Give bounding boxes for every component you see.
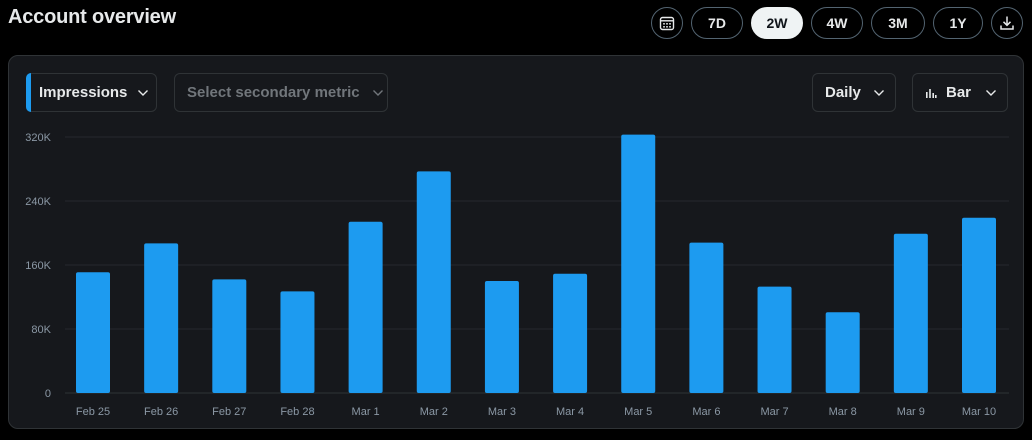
y-tick-label: 320K (25, 132, 51, 144)
bar-mar-3[interactable] (484, 281, 519, 393)
bar-feb-28[interactable] (280, 291, 315, 393)
range-7d-button[interactable]: 7D (691, 7, 743, 39)
x-tick-label: Feb 27 (212, 406, 246, 418)
chart-card: Impressions Select secondary metric Dail… (8, 55, 1024, 429)
chart-type-label: Bar (946, 84, 972, 101)
chart-type-select[interactable]: Bar (912, 73, 1008, 112)
primary-metric-label: Impressions (39, 84, 128, 101)
bar-mar-1[interactable] (348, 221, 383, 393)
x-tick-label: Mar 2 (420, 406, 448, 418)
bar-feb-25[interactable] (76, 272, 110, 393)
range-1y-button[interactable]: 1Y (933, 7, 983, 39)
bar-mar-5[interactable] (621, 134, 656, 393)
x-tick-label: Feb 28 (280, 406, 314, 418)
x-tick-label: Mar 4 (556, 406, 584, 418)
bar-mar-7[interactable] (757, 286, 792, 393)
chevron-down-icon (372, 89, 384, 97)
metric-color-indicator (26, 73, 31, 112)
bar-mar-10[interactable] (962, 217, 996, 393)
chevron-down-icon (137, 89, 149, 97)
x-tick-label: Feb 25 (76, 406, 110, 418)
x-tick-label: Mar 9 (897, 406, 925, 418)
calendar-icon (659, 15, 675, 31)
bar-mar-9[interactable] (893, 233, 928, 393)
bar-mar-2[interactable] (416, 171, 451, 393)
bar-chart-icon (925, 87, 937, 99)
x-tick-label: Mar 1 (352, 406, 380, 418)
y-tick-label: 80K (31, 324, 51, 336)
interval-label: Daily (825, 84, 861, 101)
download-button[interactable] (991, 7, 1023, 39)
y-tick-label: 160K (25, 260, 51, 272)
date-range-bar: 7D 2W 4W 3M 1Y (651, 7, 1023, 39)
chevron-down-icon (985, 89, 997, 97)
bar-mar-8[interactable] (825, 312, 860, 393)
range-2w-button[interactable]: 2W (751, 7, 803, 39)
x-tick-label: Feb 26 (144, 406, 178, 418)
bar-mar-6[interactable] (689, 242, 724, 393)
x-tick-label: Mar 6 (692, 406, 720, 418)
impressions-bar-chart: 0 80K 160K 240K 320K Feb 25 Feb 26 Feb 27 Feb 28… (25, 132, 1009, 418)
page-title: Account overview (8, 6, 176, 28)
y-tick-label: 240K (25, 196, 51, 208)
x-tick-label: Mar 5 (624, 406, 652, 418)
x-tick-label: Mar 10 (962, 406, 996, 418)
range-3m-button[interactable]: 3M (871, 7, 925, 39)
calendar-button[interactable] (651, 7, 683, 39)
bar-feb-27[interactable] (212, 279, 247, 393)
range-4w-button[interactable]: 4W (811, 7, 863, 39)
y-tick-label: 0 (45, 388, 51, 400)
chevron-down-icon (873, 89, 885, 97)
bar-feb-26[interactable] (144, 243, 179, 393)
download-icon (999, 15, 1015, 31)
interval-select[interactable]: Daily (812, 73, 896, 112)
x-tick-label: Mar 8 (829, 406, 857, 418)
primary-metric-select[interactable]: Impressions (26, 73, 157, 112)
x-tick-label: Mar 7 (760, 406, 788, 418)
bar-mar-4[interactable] (553, 273, 588, 393)
x-tick-label: Mar 3 (488, 406, 516, 418)
secondary-metric-placeholder: Select secondary metric (187, 84, 360, 101)
secondary-metric-select[interactable]: Select secondary metric (174, 73, 388, 112)
